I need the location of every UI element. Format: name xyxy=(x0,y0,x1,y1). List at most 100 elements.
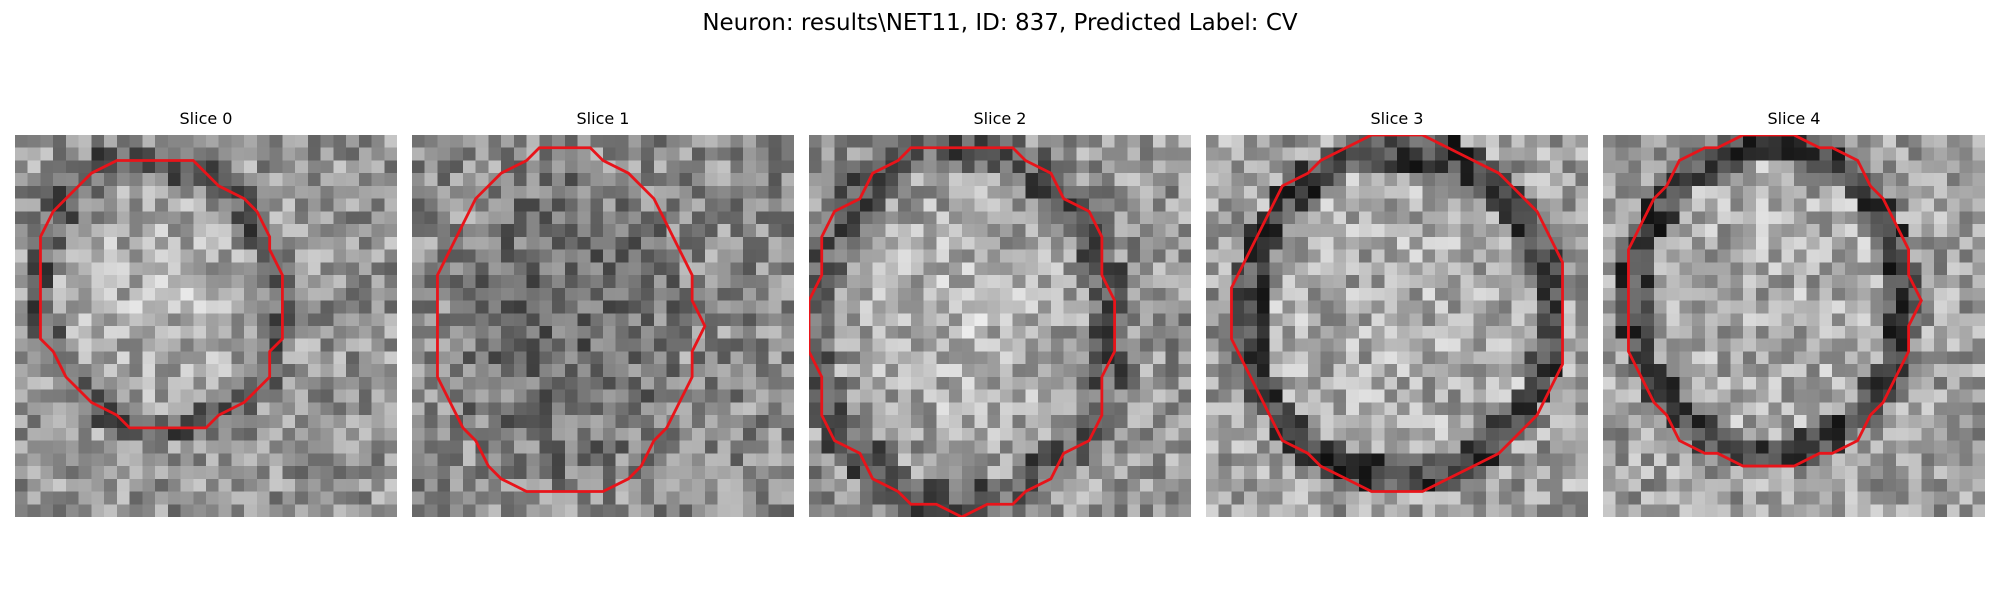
pixel xyxy=(180,491,194,505)
pixel xyxy=(1946,236,1960,250)
pixel xyxy=(333,491,347,505)
pixel xyxy=(1819,262,1833,276)
pixel xyxy=(1844,364,1858,378)
pixel xyxy=(1679,466,1693,480)
pixel xyxy=(1575,326,1588,339)
pixel xyxy=(15,376,28,390)
pixel xyxy=(1972,262,1985,276)
pixel xyxy=(129,326,143,339)
pixel xyxy=(333,338,347,352)
pixel xyxy=(539,211,553,225)
pixel xyxy=(834,453,848,467)
pixel xyxy=(717,147,731,161)
pixel xyxy=(1486,185,1500,199)
pixel xyxy=(1435,326,1449,339)
pixel xyxy=(1371,287,1385,301)
pixel xyxy=(1409,351,1423,365)
pixel xyxy=(27,313,41,327)
pixel xyxy=(577,287,591,301)
pixel xyxy=(1908,364,1922,378)
pixel xyxy=(142,351,156,365)
pixel xyxy=(809,173,822,187)
pixel xyxy=(885,440,899,454)
pixel xyxy=(1127,364,1141,378)
pixel xyxy=(730,211,744,225)
pixel xyxy=(231,224,245,238)
pixel xyxy=(526,376,540,390)
pixel xyxy=(1140,211,1154,225)
pixel xyxy=(1730,466,1744,480)
pixel xyxy=(768,376,782,390)
pixel xyxy=(78,364,92,378)
pixel xyxy=(193,236,207,250)
pixel xyxy=(320,262,334,276)
pixel xyxy=(15,249,28,263)
pixel xyxy=(692,262,706,276)
pixel xyxy=(704,504,718,517)
pixel xyxy=(692,135,706,148)
pixel xyxy=(1946,185,1960,199)
pixel xyxy=(872,135,886,148)
pixel xyxy=(1206,185,1219,199)
pixel xyxy=(513,338,527,352)
pixel xyxy=(1603,249,1616,263)
pixel xyxy=(1819,504,1833,517)
pixel xyxy=(1346,389,1360,403)
pixel xyxy=(1653,211,1667,225)
pixel xyxy=(1666,185,1680,199)
pixel xyxy=(1921,275,1935,289)
pixel xyxy=(206,135,219,148)
segmentation-contour xyxy=(39,159,284,430)
pixel xyxy=(1743,504,1757,517)
pixel xyxy=(371,262,385,276)
pixel xyxy=(1358,427,1372,441)
pixel xyxy=(1101,466,1115,480)
pixel xyxy=(1371,160,1385,174)
pixel xyxy=(1435,262,1449,276)
pixel xyxy=(1269,466,1283,480)
pixel xyxy=(743,491,757,505)
pixel xyxy=(809,440,822,454)
pixel xyxy=(1256,427,1270,441)
pixel xyxy=(412,326,425,339)
pixel xyxy=(129,478,143,492)
pixel xyxy=(590,466,604,480)
pixel xyxy=(358,198,372,212)
slice-image-1 xyxy=(412,135,794,517)
pixel xyxy=(552,275,566,289)
pixel xyxy=(1460,376,1474,390)
pixel xyxy=(1870,173,1884,187)
pixel xyxy=(180,147,194,161)
pixel xyxy=(1946,478,1960,492)
pixel xyxy=(1012,160,1026,174)
pixel xyxy=(1704,300,1718,314)
pixel xyxy=(1000,427,1013,441)
pixel xyxy=(1549,173,1563,187)
pixel xyxy=(1218,287,1232,301)
pixel xyxy=(53,236,67,250)
pixel xyxy=(475,287,489,301)
pixel xyxy=(692,236,706,250)
pixel xyxy=(1870,491,1884,505)
pixel xyxy=(1152,224,1166,238)
pixel xyxy=(1615,287,1629,301)
pixel xyxy=(1498,185,1512,199)
pixel xyxy=(603,160,616,174)
pixel xyxy=(1908,415,1922,429)
pixel xyxy=(1371,262,1385,276)
pixel xyxy=(218,440,232,454)
pixel xyxy=(1575,211,1588,225)
pixel xyxy=(641,211,655,225)
pixel xyxy=(1371,185,1385,199)
pixel xyxy=(307,504,321,517)
pixel xyxy=(1921,211,1935,225)
pixel xyxy=(923,249,937,263)
pixel xyxy=(768,478,782,492)
pixel xyxy=(244,262,258,276)
pixel xyxy=(91,224,105,238)
pixel xyxy=(1870,376,1884,390)
pixel xyxy=(1794,211,1807,225)
pixel xyxy=(1498,326,1512,339)
pixel xyxy=(15,427,28,441)
pixel xyxy=(974,262,988,276)
